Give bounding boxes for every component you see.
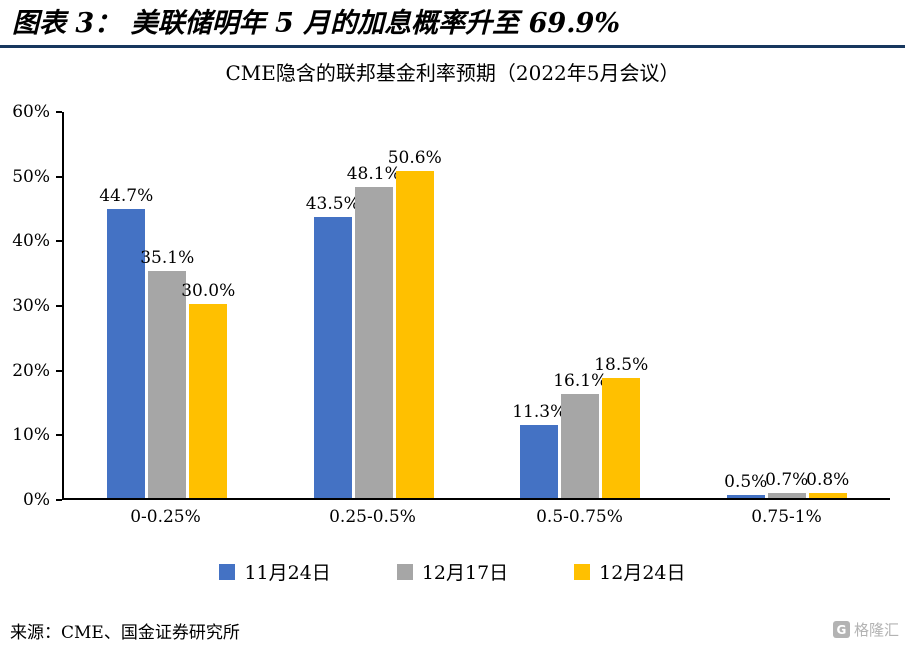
y-axis-tick-label: 0% [23,490,50,510]
y-axis-tick-mark [56,111,62,113]
bar-value-label: 30.0% [181,281,236,301]
y-axis-tick-mark [56,305,62,307]
bar-value-label: 0.5% [724,472,768,492]
bar-group: 44.7% 35.1% 30.0% [64,112,271,498]
gelonghui-logo-icon: G [832,621,850,638]
bar-value-label: 18.5% [594,355,649,375]
y-axis-tick-label: 30% [12,296,50,316]
chart-legend: 11月24日 12月17日 12月24日 [0,558,905,585]
x-axis-category-label: 0.25-0.5% [329,507,416,527]
figure-header: 图表 3： 美联储明年 5 月的加息概率升至 69.9% [0,0,905,48]
bar-value-label: 48.1% [346,164,401,184]
bar-series0-cat1: 43.5% [306,194,360,498]
bar-value-label: 35.1% [140,248,195,268]
bar-group: 11.3% 16.1% 18.5% [477,112,684,498]
y-axis-tick-label: 40% [12,231,50,252]
chart-title: CME隐含的联邦基金利率预期（2022年5月会议） [225,61,680,85]
legend-item: 12月24日 [574,558,686,585]
legend-label: 11月24日 [244,562,331,584]
figure-title: 图表 3： 美联储明年 5 月的加息概率升至 69.9% [12,8,620,39]
y-axis-tick-label: 60% [12,102,50,122]
source-text: 来源：CME、国金证券研究所 [10,623,240,643]
plot-area: 44.7% 35.1% 30.0% 43.5% 48.1% 50.6% 11.3% 16.1%… [62,112,890,500]
y-axis-tick-label: 50% [12,166,50,187]
x-axis-category-label: 0-0.25% [130,507,201,527]
bar-series2-cat3: 0.8% [806,470,849,498]
legend-item: 11月24日 [219,558,331,585]
gelonghui-logo-text: 格隆汇 [853,621,899,639]
y-axis-tick-mark [56,499,62,501]
x-axis-category-label: 0.75-1% [751,507,822,527]
y-axis-tick-mark [56,240,62,243]
bar-value-label: 0.7% [765,470,809,490]
x-axis-labels: 0-0.25% 0.25-0.5% 0.5-0.75% 0.75-1% [62,507,890,527]
gelonghui-watermark: G 格隆汇 [832,619,899,640]
y-axis-tick-mark [56,175,62,178]
bar-series2-cat0: 30.0% [181,281,235,498]
legend-label: 12月24日 [599,562,686,584]
bar-value-label: 43.5% [305,194,360,214]
y-axis: 0% 10% 20% 30% 40% 50% 60% [0,102,62,510]
y-axis-tick-mark [56,434,62,437]
bar-value-label: 0.8% [806,470,850,490]
bar-series0-cat0: 44.7% [99,186,153,498]
bar-value-label: 44.7% [99,186,154,206]
bar-series1-cat2: 16.1% [553,371,607,498]
legend-swatch [219,563,236,580]
bar-series0-cat3: 0.5% [724,472,767,498]
y-axis-tick-label: 10% [12,425,50,446]
bar-value-label: 50.6% [387,148,442,168]
legend-item: 12月17日 [396,558,509,585]
legend-swatch [396,563,413,580]
bar-series2-cat2: 18.5% [594,355,648,498]
bar-series2-cat1: 50.6% [388,148,442,498]
legend-label: 12月17日 [421,562,509,584]
legend-swatch [574,563,591,580]
bar-series1-cat3: 0.7% [765,470,808,498]
x-axis-category-label: 0.5-0.75% [536,507,623,527]
bar-value-label: 16.1% [553,371,608,391]
y-axis-tick-label: 20% [12,360,50,381]
bar-group: 43.5% 48.1% 50.6% [271,112,478,498]
bar-series1-cat1: 48.1% [347,164,401,498]
bar-group: 0.5% 0.7% 0.8% [684,112,891,498]
bar-series0-cat2: 11.3% [512,402,566,498]
y-axis-tick-mark [56,369,62,372]
bar-value-label: 11.3% [512,402,567,422]
bar-series1-cat0: 35.1% [140,248,194,498]
